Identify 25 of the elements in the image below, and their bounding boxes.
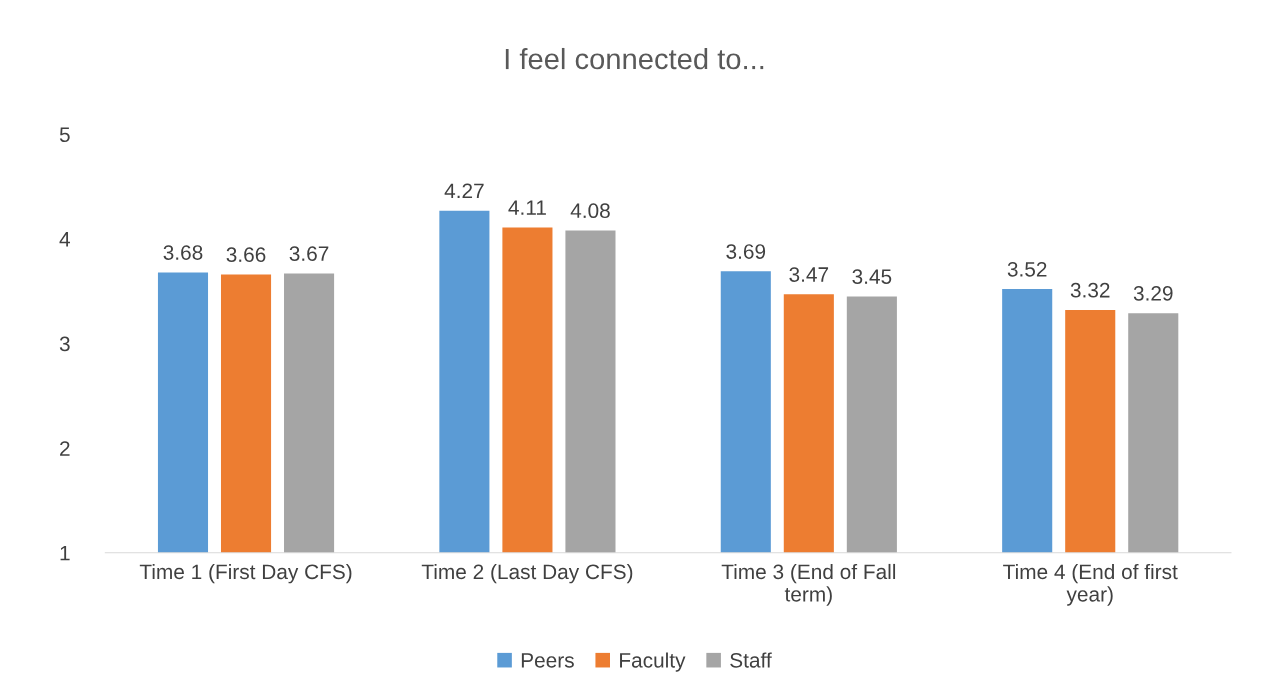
legend-label: Faculty (620, 652, 686, 672)
data-label: 4.27 (444, 183, 484, 198)
y-tick-label: 5 (59, 127, 70, 143)
data-label: 4.11 (508, 200, 546, 215)
y-tick-label: 2 (60, 441, 70, 456)
data-label: 3.52 (1007, 261, 1047, 277)
y-tick-label: 4 (59, 232, 70, 247)
data-label: 3.67 (289, 246, 329, 261)
x-tick-label: Time 2 (Last Day CFS) (421, 563, 633, 584)
legend-label: Staff (730, 652, 772, 668)
data-label: 4.08 (570, 203, 610, 219)
data-label: 3.32 (1070, 282, 1110, 298)
x-tick-label: Time 1 (First Day CFS) (139, 563, 352, 584)
y-tick-label: 3 (59, 336, 70, 352)
x-tick-label: Time 3 (End of Fall term) (721, 563, 896, 606)
y-tick-label: 1 (60, 546, 70, 561)
data-label: 3.45 (852, 269, 892, 284)
data-label: 3.69 (726, 244, 766, 259)
x-tick-label: Time 4 (End of first year) (1003, 563, 1178, 606)
data-label: 3.29 (1133, 285, 1173, 301)
chart-title: I feel connected to... (505, 47, 764, 70)
data-label: 3.66 (226, 247, 266, 263)
data-label: 3.68 (163, 245, 203, 260)
data-label: 3.47 (789, 267, 829, 282)
legend-label: Peers (521, 653, 574, 668)
